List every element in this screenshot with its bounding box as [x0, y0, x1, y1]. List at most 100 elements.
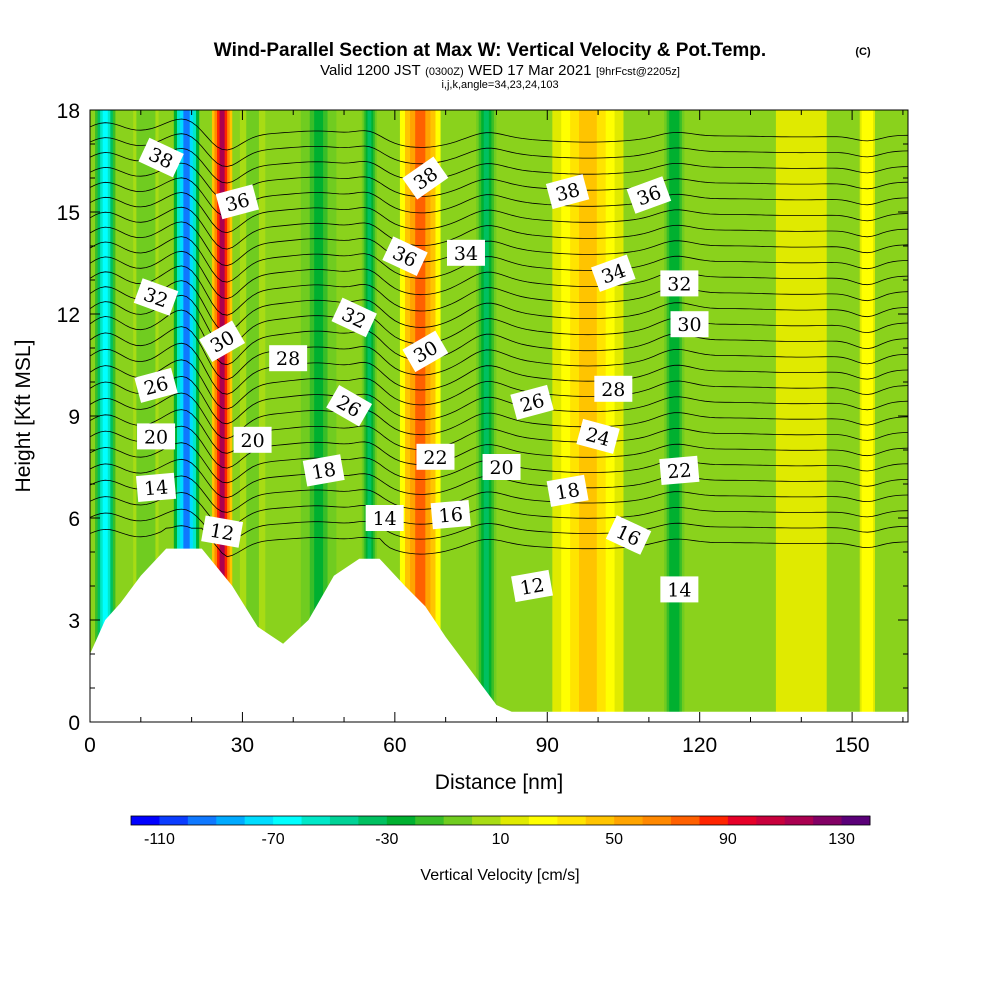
x-tick-label: 90: [536, 734, 559, 757]
y-axis-label: Height [Kft MSL]: [12, 340, 35, 493]
contour-label-box: [605, 515, 652, 555]
colorbar-swatch: [813, 816, 843, 825]
subtitle-utc: (0300Z): [425, 66, 464, 78]
contour-label-text: 14: [143, 476, 169, 500]
isentrope-22: [90, 359, 908, 410]
contour-label-22: 22: [416, 443, 455, 470]
contour-label-box: [201, 515, 244, 548]
contour-label-22: 22: [659, 455, 700, 486]
contour-label-box: [482, 454, 521, 480]
colorbar-swatch: [841, 816, 871, 825]
velocity-column-2-band-1: [142, 110, 150, 722]
isentrope-38: [90, 118, 908, 151]
velocity-column-7-band-1: [367, 110, 372, 722]
velocity-column-13-band-1: [865, 110, 870, 722]
contour-label-box: [430, 499, 471, 530]
velocity-column-9-band-1: [483, 110, 489, 722]
contour-label-26: 26: [510, 384, 554, 420]
isentrope-28: [90, 265, 908, 316]
contour-label-box: [134, 367, 178, 403]
colorbar-tick-label: -70: [262, 831, 285, 848]
contour-label-20: 20: [137, 423, 176, 450]
contour-label-14: 14: [135, 472, 177, 503]
contour-label-box: [660, 270, 699, 297]
velocity-column-8-band-1: [415, 110, 426, 722]
isentrope-24: [90, 326, 908, 380]
chart-title-mark: (C): [855, 46, 871, 58]
contour-label-text: 32: [667, 273, 691, 295]
subtitle-date: WED 17 Mar 2021: [468, 62, 591, 79]
x-axis-label: Distance [nm]: [435, 771, 563, 794]
colorbar-swatch: [756, 816, 786, 825]
contour-label-text: 20: [489, 457, 513, 479]
velocity-columns: [95, 110, 875, 722]
contour-label-36: 36: [626, 176, 672, 214]
x-tick-label: 60: [383, 734, 406, 757]
y-tick-label: 15: [57, 202, 80, 225]
isentrope-21: [90, 375, 908, 425]
isentrope-37: [90, 133, 908, 167]
contour-label-28: 28: [594, 375, 633, 402]
colorbar-tick-label: 90: [719, 831, 737, 848]
y-tick-label: 3: [68, 610, 80, 633]
isentrope-12: [90, 525, 908, 558]
contour-label-box: [659, 455, 700, 486]
velocity-column-4-band-1: [219, 110, 225, 722]
contour-label-box: [365, 505, 404, 531]
colorbar-swatch: [671, 816, 700, 825]
colorbar-swatch: [585, 816, 615, 825]
contour-label-box: [670, 311, 709, 338]
contour-label-box: [591, 254, 636, 292]
contour-label-18: 18: [546, 474, 589, 507]
contour-label-box: [133, 278, 179, 316]
contour-label-32: 32: [660, 270, 699, 297]
contour-label-box: [137, 423, 176, 450]
colorbar-swatch: [329, 816, 359, 825]
contour-label-box: [545, 174, 590, 210]
contour-label-12: 12: [511, 569, 553, 603]
colorbar-swatch: [159, 816, 189, 825]
contour-label-text: 22: [666, 459, 692, 483]
y-tick-label: 6: [68, 508, 80, 531]
contour-label-text: 30: [677, 314, 701, 336]
contour-label-box: [302, 454, 345, 487]
isentrope-23: [90, 342, 908, 395]
y-tick-label: 9: [68, 406, 80, 429]
colorbar-tick-label: 10: [492, 831, 510, 848]
contour-label-box: [135, 472, 177, 503]
contour-label-38: 38: [545, 174, 590, 210]
chart-subtitle: Valid 1200 JST (0300Z) WED 17 Mar 2021 […: [320, 62, 680, 79]
contour-label-text: 18: [554, 479, 582, 505]
colorbar-swatch: [699, 816, 729, 825]
colorbar-tick-label: -110: [144, 831, 175, 848]
contour-label-20: 20: [482, 454, 521, 480]
contour-label-box: [402, 330, 449, 373]
velocity-column-12-band-1: [794, 110, 808, 722]
x-tick-label: 150: [835, 734, 870, 757]
contour-label-box: [660, 576, 699, 603]
y-tick-label: 18: [57, 100, 80, 123]
contour-label-28: 28: [269, 345, 308, 372]
colorbar-swatch: [386, 816, 416, 825]
contour-label-14: 14: [660, 576, 699, 603]
contour-label-34: 34: [591, 254, 636, 292]
colorbar-tick-label: -30: [375, 831, 398, 848]
velocity-column-10-band-1: [579, 110, 597, 722]
velocity-column-11-band-1: [671, 110, 677, 722]
contour-label-text: 14: [667, 579, 691, 601]
colorbar-swatch: [727, 816, 757, 825]
contour-label-26: 26: [134, 367, 178, 403]
colorbar-frame: [130, 815, 871, 826]
y-tick-label: 12: [57, 304, 80, 327]
terrain: [90, 548, 908, 722]
colorbar-tick-label: 130: [828, 831, 855, 848]
contour-label-26: 26: [326, 385, 373, 427]
contour-label-box: [215, 184, 260, 220]
contour-label-text: 20: [144, 426, 168, 448]
colorbar-swatch: [472, 816, 501, 825]
colorbar-swatch: [273, 816, 303, 825]
contour-label-36: 36: [382, 236, 428, 277]
